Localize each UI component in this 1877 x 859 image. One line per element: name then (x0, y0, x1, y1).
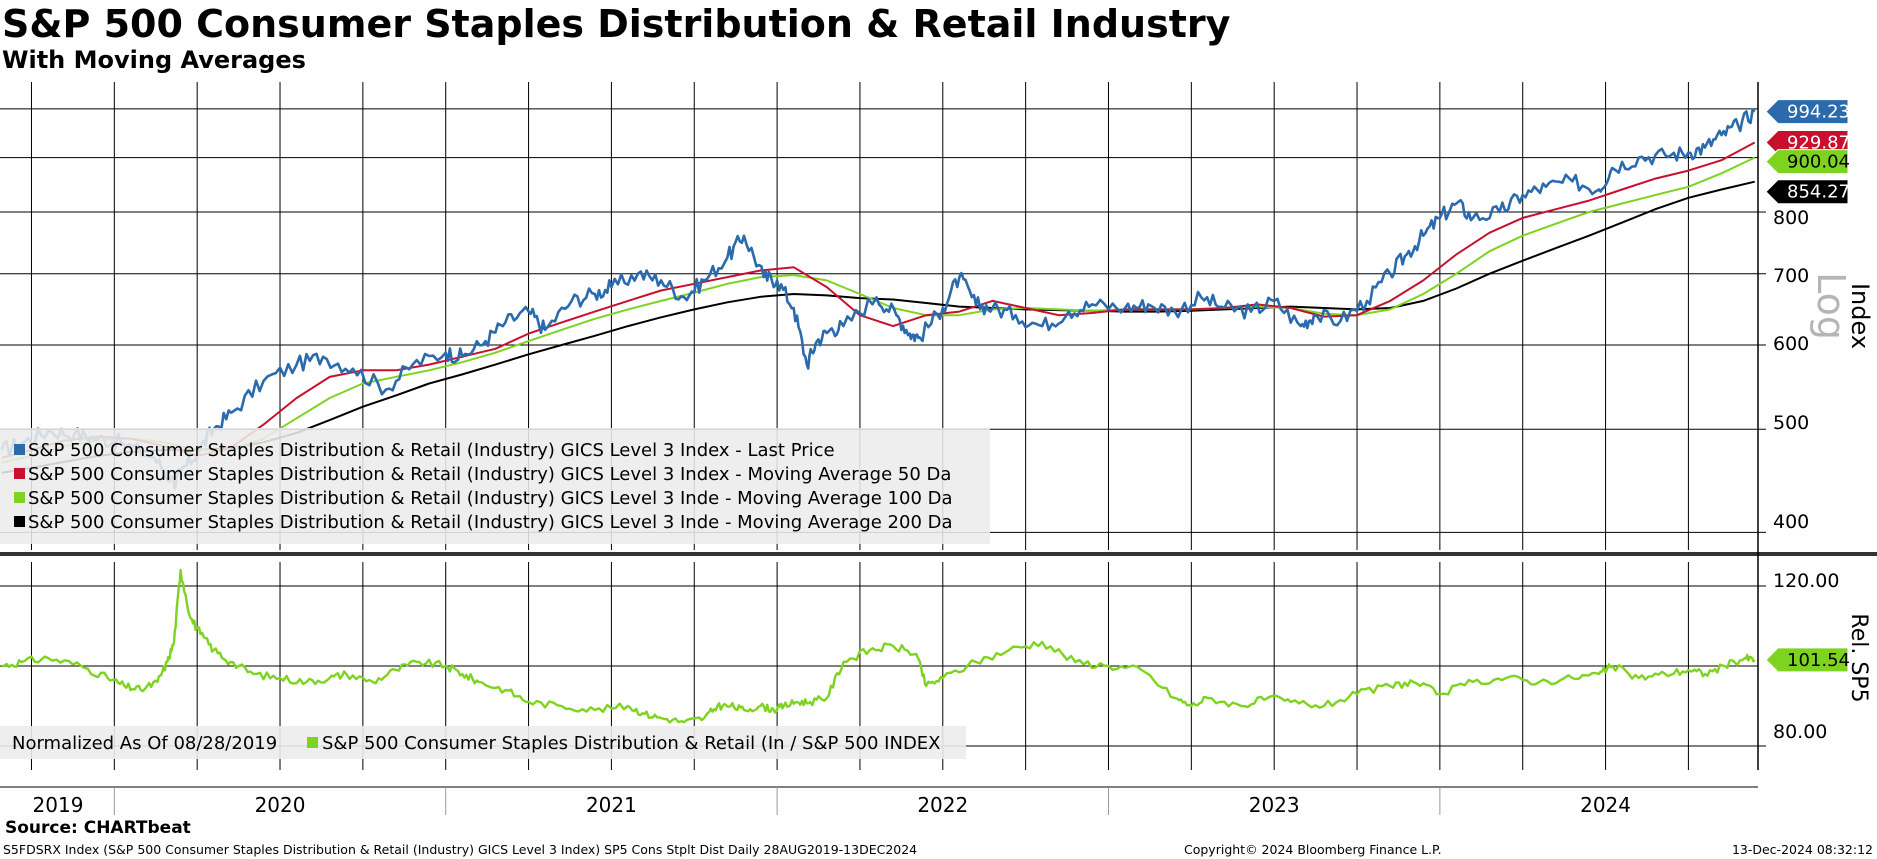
end-label-ma100: 900.04 (1765, 149, 1850, 175)
normalized-label: Normalized As Of 08/28/2019 (12, 733, 277, 754)
lower-y-axis: 80.00 120.00 Rel. SP5 (1773, 570, 1871, 743)
lower-series (1, 568, 1756, 724)
end-label-relative: 101.54 (1765, 647, 1850, 673)
y-tick-700: 700 (1773, 265, 1809, 287)
year-label-2024: 2024 (1580, 793, 1631, 815)
y-tick-600: 600 (1773, 333, 1809, 355)
end-label-ma200: 854.27 (1765, 179, 1850, 205)
y-tick-400: 400 (1773, 511, 1809, 533)
year-label-2020: 2020 (255, 793, 306, 815)
series-line-last-price (0, 108, 1756, 490)
chart-subtitle: With Moving Averages (2, 46, 306, 74)
log-scale-label: Log (1809, 272, 1853, 340)
lower-grid (0, 562, 1766, 815)
footer-description: S5FDSRX Index (S&P 500 Consumer Staples … (3, 842, 918, 857)
legend-swatch-last-price (14, 444, 25, 455)
chart-title: S&P 500 Consumer Staples Distribution & … (2, 2, 1231, 46)
series-line-ma100 (1, 156, 1756, 464)
legend-label-last-price: S&P 500 Consumer Staples Distribution & … (28, 440, 835, 461)
upper-legend: S&P 500 Consumer Staples Distribution & … (0, 428, 990, 544)
lower-legend: Normalized As Of 08/28/2019 S&P 500 Cons… (0, 726, 966, 759)
end-label-ma200-text: 854.27 (1787, 182, 1850, 203)
series-line-ma50 (1, 141, 1756, 459)
end-label-last-price-text: 994.23 (1787, 102, 1850, 123)
source-label: Source: CHARTbeat (5, 818, 191, 838)
y-tick-120: 120.00 (1773, 570, 1839, 592)
y-tick-80: 80.00 (1773, 721, 1827, 743)
x-axis: 2019 2020 2021 2022 2023 2024 (33, 793, 1631, 815)
footer-timestamp: 13-Dec-2024 08:32:12 (1731, 842, 1873, 857)
footer-copyright: Copyright© 2024 Bloomberg Finance L.P. (1184, 842, 1442, 857)
upper-y-axis: 400 500 600 700 800 Log Index (1773, 207, 1874, 533)
year-label-2022: 2022 (917, 793, 968, 815)
end-label-relative-text: 101.54 (1787, 650, 1850, 671)
year-label-2023: 2023 (1249, 793, 1300, 815)
legend-swatch-ma100 (14, 492, 25, 503)
legend-swatch-relative (307, 737, 318, 748)
legend-label-ma50: S&P 500 Consumer Staples Distribution & … (28, 464, 951, 485)
upper-axis-title: Index (1846, 283, 1874, 349)
last-value-labels: 994.23 929.87 900.04 854.27 101.54 (1765, 99, 1850, 673)
y-tick-500: 500 (1773, 412, 1809, 434)
legend-label-ma100: S&P 500 Consumer Staples Distribution & … (28, 488, 953, 509)
panel-borders (0, 82, 1877, 788)
legend-label-ma200: S&P 500 Consumer Staples Distribution & … (28, 512, 953, 533)
series-line-relative (1, 568, 1756, 724)
y-tick-800: 800 (1773, 207, 1809, 229)
legend-swatch-ma200 (14, 516, 25, 527)
end-label-ma50: 929.87 (1765, 130, 1850, 156)
legend-label-relative: S&P 500 Consumer Staples Distribution & … (322, 733, 941, 754)
end-label-ma100-text: 900.04 (1787, 152, 1850, 173)
chart-svg: S&P 500 Consumer Staples Distribution & … (0, 82, 1877, 815)
lower-axis-title: Rel. SP5 (1846, 613, 1871, 702)
end-label-ma50-text: 929.87 (1787, 133, 1850, 154)
legend-swatch-ma50 (14, 468, 25, 479)
year-label-2021: 2021 (586, 793, 637, 815)
end-label-last-price: 994.23 (1765, 99, 1850, 125)
year-label-2019: 2019 (33, 793, 84, 815)
